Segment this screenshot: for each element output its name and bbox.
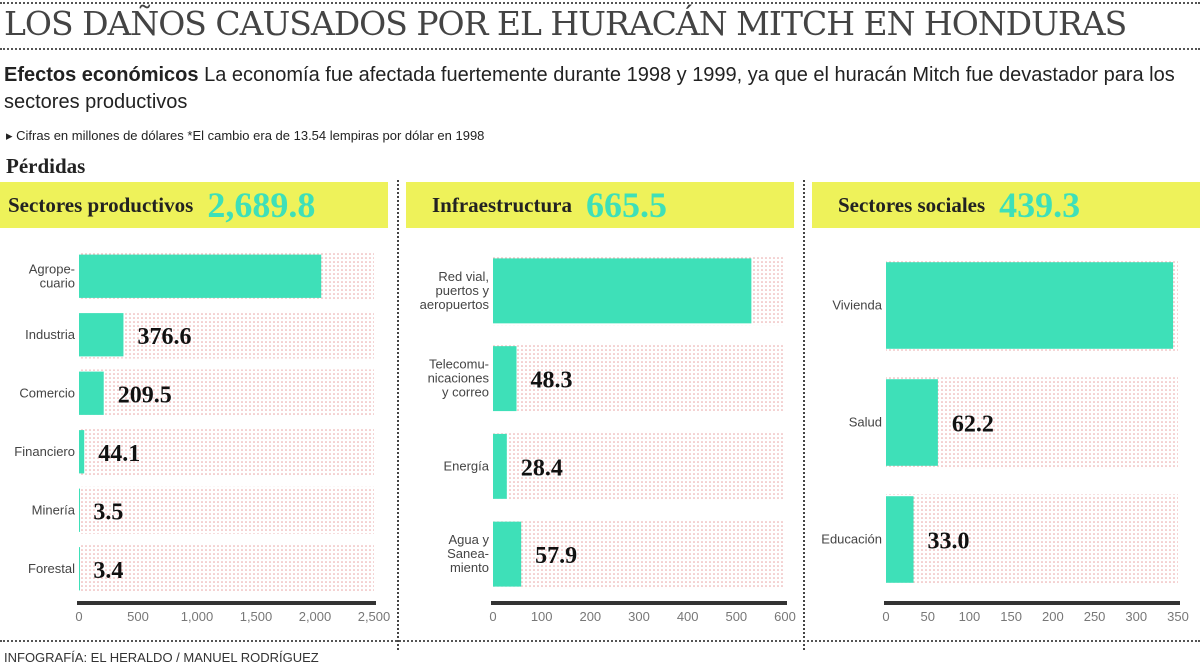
x-tick-label: 350 [1167, 609, 1189, 624]
category-label: Salud [849, 415, 882, 430]
panel-header-infraestructura: Infraestructura 665.5 [406, 182, 794, 228]
x-tick-label: 600 [774, 609, 796, 624]
category-label: Red vial, puertos y aeropuertos [420, 269, 490, 312]
category-label: Forestal [28, 561, 75, 576]
bar [493, 433, 507, 499]
x-tick-label: 2,500 [358, 609, 391, 624]
bar [79, 488, 80, 532]
row-background [79, 311, 374, 359]
row-background [886, 494, 1178, 585]
data-label: 44.1 [98, 441, 140, 467]
bar [79, 254, 322, 298]
panel-total: 665.5 [585, 185, 667, 225]
x-tick-label: 100 [959, 609, 981, 624]
panel-title: Sectores productivos [8, 192, 194, 217]
title-divider [0, 48, 1200, 50]
data-label: 3.4 [93, 558, 123, 584]
x-tick-label: 2,000 [299, 609, 332, 624]
lead-bold: Efectos económicos [4, 64, 199, 86]
lead-paragraph: Efectos económicos La economía fue afect… [4, 62, 1184, 116]
category-label: Energía [443, 458, 489, 473]
x-tick-label: 200 [579, 609, 601, 624]
data-label: 3.5 [93, 499, 123, 525]
bar [886, 379, 938, 466]
category-label: Vivienda [832, 298, 882, 313]
category-label: Agrope-cuario [29, 261, 75, 290]
row-background [79, 428, 374, 476]
x-tick-label: 200 [1042, 609, 1064, 624]
x-axis-line [491, 601, 787, 605]
category-label: Minería [32, 502, 76, 517]
bar [886, 262, 1174, 349]
x-tick-label: 300 [1125, 609, 1147, 624]
panel-separator [397, 180, 399, 650]
bar [493, 346, 517, 412]
row-background [79, 486, 374, 534]
category-label: Industria [25, 327, 76, 342]
row-background [493, 519, 785, 589]
row-background [79, 369, 374, 417]
category-label: Comercio [19, 385, 75, 400]
bar [79, 430, 85, 474]
category-label: Telecomu-nicaciones y correo [428, 357, 490, 400]
page-title: LOS DAÑOS CAUSADOS POR EL HURACÁN MITCH … [4, 4, 1127, 43]
data-label: 209.5 [118, 382, 172, 408]
data-label: 376.6 [137, 324, 191, 350]
row-background [79, 545, 374, 593]
x-tick-label: 300 [628, 609, 650, 624]
x-tick-label: 250 [1084, 609, 1106, 624]
row-background [493, 344, 785, 414]
x-tick-label: 1,500 [240, 609, 273, 624]
x-axis-line [77, 601, 376, 605]
x-tick-label: 50 [920, 609, 934, 624]
credit: INFOGRAFÍA: EL HERALDO / MANUEL RODRÍGUE… [4, 650, 319, 665]
panel-header-productivos: Sectores productivos 2,689.8 [0, 182, 388, 228]
top-divider [0, 2, 1200, 4]
data-label: 48.3 [531, 368, 573, 394]
bar [886, 496, 914, 583]
data-label: 62.2 [952, 412, 994, 438]
category-label: Educación [821, 532, 882, 547]
x-tick-label: 500 [725, 609, 747, 624]
x-tick-label: 0 [882, 609, 889, 624]
data-label: 28.4 [521, 455, 563, 481]
x-tick-label: 0 [75, 609, 82, 624]
x-tick-label: 400 [677, 609, 699, 624]
x-tick-label: 100 [531, 609, 553, 624]
data-label: 33.0 [928, 529, 970, 555]
units-note: ▸ Cifras en millones de dólares *El camb… [6, 128, 485, 143]
x-tick-label: 1,000 [181, 609, 214, 624]
x-tick-label: 150 [1000, 609, 1022, 624]
panel-title: Sectores sociales [838, 192, 986, 217]
lead-text: La economía fue afectada fuertemente dur… [4, 64, 1175, 113]
x-axis-line [884, 601, 1180, 605]
x-tick-label: 500 [127, 609, 149, 624]
bar [79, 371, 104, 415]
bar [79, 313, 124, 357]
panel-total: 2,689.8 [207, 185, 316, 225]
data-label: 57.9 [535, 543, 577, 569]
section-title: Pérdidas [6, 154, 86, 178]
x-tick-label: 0 [489, 609, 496, 624]
panel-separator [803, 180, 805, 650]
panel-header-sociales: Sectores sociales 439.3 [812, 182, 1200, 228]
panel-total: 439.3 [999, 185, 1081, 225]
category-label: Agua y Sanea-miento [447, 532, 489, 575]
category-label: Financiero [14, 444, 75, 459]
bar [493, 521, 522, 587]
bar [493, 258, 752, 324]
row-background [493, 431, 785, 501]
footer-divider [0, 640, 1200, 642]
panel-title: Infraestructura [432, 192, 572, 217]
bar [79, 547, 80, 591]
